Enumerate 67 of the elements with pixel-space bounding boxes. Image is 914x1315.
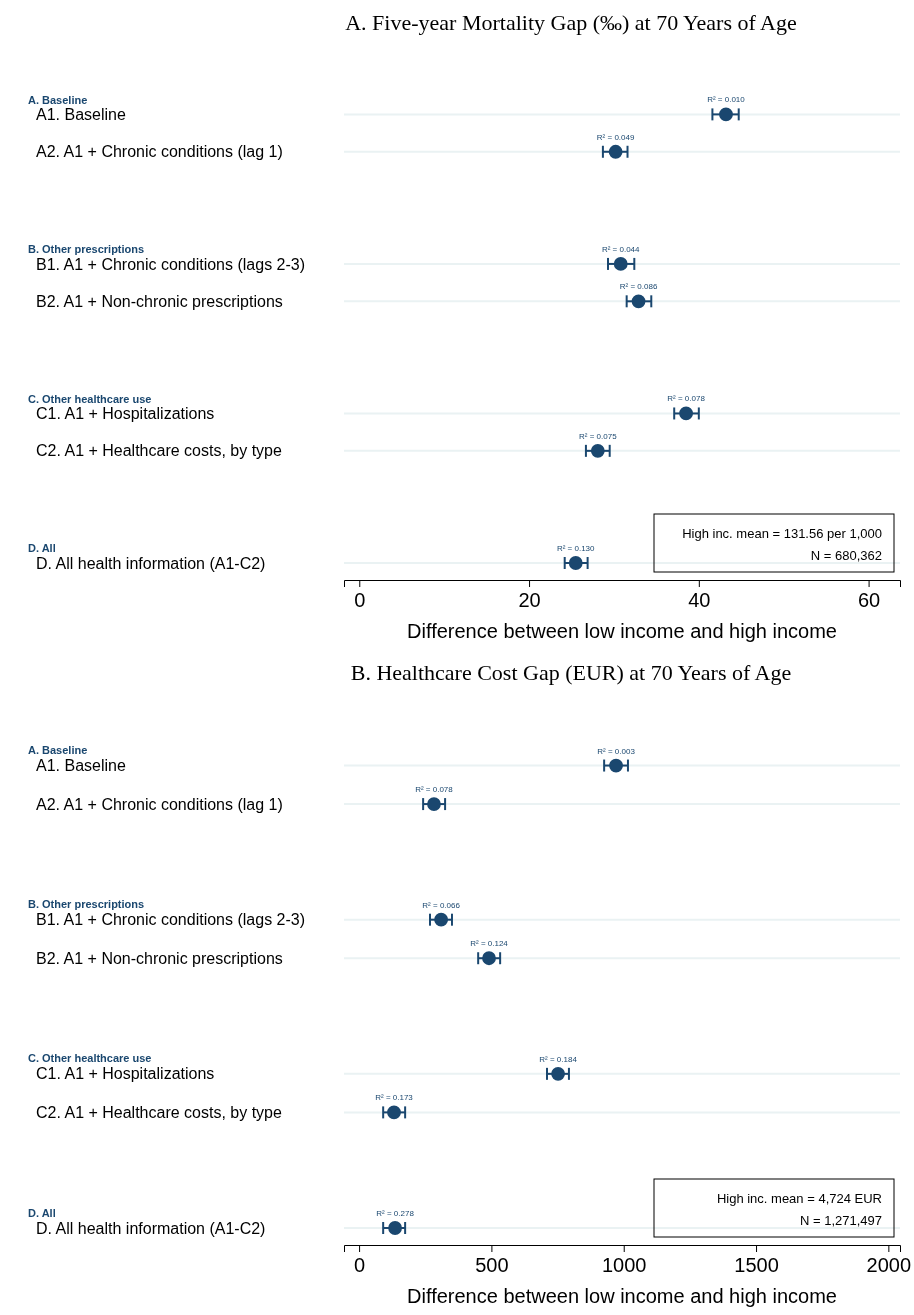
annotation: R² = 0.086 bbox=[619, 282, 658, 292]
annotation: R² = 0.066 bbox=[422, 900, 461, 910]
y-tick-label: B2. A1 + Non-chronic prescriptions bbox=[36, 949, 283, 967]
point bbox=[427, 797, 441, 811]
annotation: N = 680,362 bbox=[810, 548, 882, 563]
x-tick-label: 2000 bbox=[866, 1254, 912, 1277]
text: A. Baseline bbox=[28, 93, 88, 106]
y-tick-label: A1. Baseline bbox=[36, 105, 126, 123]
annotation: R² = 0.078 bbox=[667, 394, 706, 404]
point bbox=[388, 1221, 402, 1235]
x-tick-label: 60 bbox=[857, 589, 881, 612]
y-tick-label: A1. Baseline bbox=[36, 757, 126, 775]
annotation: High inc. mean = 4,724 EUR bbox=[716, 1191, 882, 1206]
annotation: R² = 0.003 bbox=[597, 746, 636, 756]
point bbox=[387, 1105, 401, 1120]
y-tick-label: A2. A1 + Chronic conditions (lag 1) bbox=[36, 795, 283, 813]
x-tick-label: 1500 bbox=[734, 1254, 779, 1277]
annotation: R² = 0.278 bbox=[376, 1209, 415, 1218]
y-tick-label: B1. A1 + Chronic conditions (lags 2-3) bbox=[36, 255, 306, 273]
point bbox=[608, 144, 623, 159]
y-tick-label: B2. A1 + Non-chronic prescriptions bbox=[36, 292, 283, 310]
chart-title: B. Healthcare Cost Gap (EUR) at 70 Years of Age bbox=[350, 660, 792, 685]
point bbox=[568, 556, 583, 570]
point bbox=[631, 294, 646, 309]
x-axis-title: Difference between low income and high income bbox=[407, 620, 837, 642]
y-tick-label: C2. A1 + Healthcare costs, by type bbox=[36, 1103, 283, 1121]
text: C. Other healthcare use bbox=[28, 1052, 152, 1065]
y-tick-label: A2. A1 + Chronic conditions (lag 1) bbox=[36, 143, 283, 161]
chart-title: A. Five-year Mortality Gap (‰) at 70 Years of Age bbox=[345, 10, 797, 35]
x-tick-label: 1000 bbox=[601, 1254, 647, 1277]
annotation: R² = 0.075 bbox=[579, 431, 618, 441]
text: D. All bbox=[28, 542, 56, 555]
y-tick-label: C2. A1 + Healthcare costs, by type bbox=[36, 442, 283, 460]
annotation: R² = 0.130 bbox=[556, 544, 596, 553]
annotation: R² = 0.049 bbox=[596, 132, 635, 142]
y-tick-label: B1. A1 + Chronic conditions (lags 2-3) bbox=[36, 911, 306, 929]
annotation: High inc. mean = 131.56 per 1,000 bbox=[682, 526, 882, 541]
annotation: R² = 0.124 bbox=[470, 939, 509, 949]
annotation: R² = 0.044 bbox=[601, 244, 641, 254]
point bbox=[613, 257, 628, 271]
annotation: R² = 0.173 bbox=[375, 1093, 414, 1103]
x-tick-label: 0 bbox=[354, 589, 366, 612]
text: A. Baseline bbox=[28, 744, 88, 757]
y-tick-label: D. All health information (A1-C2) bbox=[36, 1219, 266, 1237]
point bbox=[609, 758, 623, 773]
text: D. All bbox=[28, 1206, 56, 1219]
text: B. Other prescriptions bbox=[28, 243, 145, 256]
x-tick-label: 500 bbox=[475, 1254, 509, 1277]
x-axis-title: Difference between low income and high income bbox=[407, 1285, 837, 1307]
point bbox=[719, 107, 733, 122]
annotation: R² = 0.184 bbox=[539, 1054, 578, 1064]
text: C. Other healthcare use bbox=[28, 392, 152, 405]
point bbox=[679, 406, 693, 421]
x-tick-label: 20 bbox=[518, 589, 541, 612]
annotation: R² = 0.078 bbox=[415, 785, 454, 795]
point bbox=[590, 443, 605, 458]
point bbox=[551, 1066, 565, 1081]
point bbox=[482, 951, 496, 966]
y-tick-label: D. All health information (A1-C2) bbox=[36, 554, 266, 572]
text: B. Other prescriptions bbox=[28, 898, 145, 911]
x-tick-label: 0 bbox=[354, 1254, 366, 1277]
y-tick-label: C1. A1 + Hospitalizations bbox=[36, 1065, 215, 1083]
y-tick-label: C1. A1 + Hospitalizations bbox=[36, 405, 215, 423]
annotation: N = 1,271,497 bbox=[799, 1213, 882, 1228]
annotation: R² = 0.010 bbox=[707, 95, 746, 105]
x-tick-label: 40 bbox=[688, 589, 711, 612]
point bbox=[434, 912, 449, 927]
